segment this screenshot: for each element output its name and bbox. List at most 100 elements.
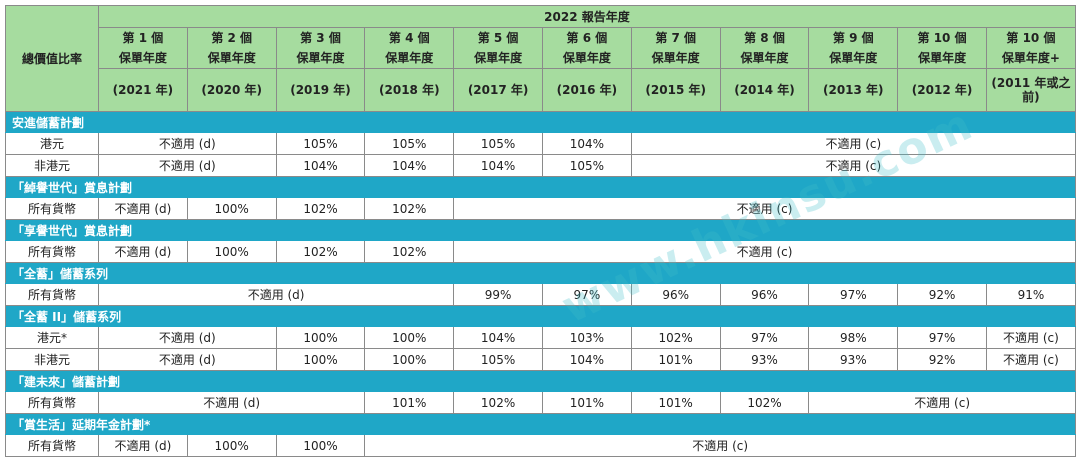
policy-year-sub: 保單年度 [651,51,700,65]
ratio-cell: 97% [897,326,987,349]
ratio-cell: 104% [453,154,543,177]
ratio-cell: 105% [453,348,543,371]
ratio-cell: 102% [364,197,455,220]
period-header-row: (2021 年) (2020 年) (2019 年) (2018 年) (2017 年)… [6,68,1076,112]
period-header: (2012 年) [897,68,987,112]
ratio-cell: 102% [630,326,721,349]
policy-year-header: 第 5 個保單年度 [453,27,543,69]
ratio-cell: 105% [364,132,455,155]
ratio-cell: 103% [541,326,632,349]
plan-section-title: 安進儲蓄計劃 [5,111,1076,133]
plan-section-title: 「全蓄 II」儲蓄系列 [5,305,1076,327]
ratio-cell: 97% [719,326,810,349]
policy-year-header: 第 9 個保單年度 [808,27,899,69]
ratio-cell: 不適用 (c) [985,326,1076,349]
currency-label: 非港元 [5,348,99,371]
ratio-cell: 101% [630,391,721,414]
period-header: (2020 年) [186,68,277,112]
period-header: (2018 年) [364,68,455,112]
policy-year-number: 第 9 個 [832,31,874,45]
ratio-cell: 96% [719,283,810,306]
corner-header: 總價值比率 [5,5,99,112]
policy-year-sub: 保單年度 [474,51,523,65]
period-header: (2013 年) [808,68,899,112]
ratio-cell: 不適用 (d) [97,391,366,414]
currency-label: 所有貨幣 [5,240,99,263]
ratio-cell: 不適用 (c) [453,197,1076,220]
ratio-cell: 97% [808,283,899,306]
currency-label: 所有貨幣 [5,434,99,457]
ratio-cell: 101% [364,391,455,414]
ratio-cell: 102% [453,391,543,414]
policy-year-header: 第 10 個保單年度 [897,27,987,69]
policy-year-header-row: 第 1 個保單年度第 2 個保單年度第 3 個保單年度第 4 個保單年度第 5 … [6,27,1076,69]
ratio-cell: 不適用 (d) [98,132,277,155]
currency-label: 所有貨幣 [5,391,99,414]
ratio-cell: 101% [630,348,721,371]
ratio-cell: 91% [985,283,1076,306]
policy-year-sub: 保單年度 [740,51,789,65]
ratio-cell: 105% [275,132,366,155]
table-row: 港元 不適用 (d) 105% 105% 105% 104% 不適用 (c) [5,132,1076,155]
policy-year-sub: 保單年度+ [1001,51,1060,65]
ratio-cell: 104% [453,326,543,349]
report-year-header: 2022 報告年度 [98,5,1076,28]
ratio-cell: 104% [364,154,455,177]
ratio-cell: 93% [719,348,810,371]
ratio-cell: 不適用 (c) [453,240,1076,263]
plan-section-title: 「全蓄」儲蓄系列 [5,262,1076,284]
policy-year-header: 第 2 個保單年度 [186,27,277,69]
period-header: (2017 年) [453,68,543,112]
table-row: 所有貨幣 不適用 (d) 100% 102% 102% 不適用 (c) [5,197,1076,220]
policy-year-sub: 保單年度 [562,51,611,65]
policy-year-sub: 保單年度 [829,51,878,65]
currency-label: 港元* [5,326,99,349]
ratio-cell: 不適用 (d) [97,283,455,306]
table-row: 所有貨幣 不適用 (d) 100% 102% 102% 不適用 (c) [5,240,1076,263]
period-header: (2021 年) [98,68,188,112]
plan-section-title: 「綽譽世代」賞息計劃 [5,176,1076,198]
plan-section-title: 「賞生活」延期年金計劃* [5,413,1076,435]
table-row: 非港元 不適用 (d) 100% 100% 105% 104% 101% 93% 93% 92% 不… [5,348,1076,371]
ratio-cell: 不適用 (d) [98,348,277,371]
ratio-cell: 100% [186,197,277,220]
table-row: 所有貨幣 不適用 (d) 101% 102% 101% 101% 102% 不適用 (c) [5,391,1076,414]
period-header: (2019 年) [275,68,366,112]
ratio-cell: 92% [897,348,987,371]
policy-year-number: 第 1 個 [122,31,164,45]
period-header: (2015 年) [630,68,721,112]
table-row: 港元* 不適用 (d) 100% 100% 104% 103% 102% 97% 98% 97% 不… [5,326,1076,349]
policy-year-sub: 保單年度 [918,51,967,65]
ratio-cell: 不適用 (c) [808,391,1076,414]
ratio-cell: 100% [364,348,455,371]
ratio-cell: 不適用 (d) [98,154,277,177]
policy-year-number: 第 10 個 [917,31,967,45]
ratio-cell: 104% [541,348,632,371]
policy-year-sub: 保單年度 [118,51,167,65]
table-body: 安進儲蓄計劃 港元 不適用 (d) 105% 105% 105% 104% 不適用 (c) 非港… [5,111,1076,457]
period-header: (2016 年) [541,68,632,112]
ratio-cell: 104% [275,154,366,177]
policy-year-number: 第 4 個 [388,31,430,45]
table-row: 所有貨幣 不適用 (d) 99% 97% 96% 96% 97% 92% 91% [5,283,1076,306]
plan-section-row: 「全蓄 II」儲蓄系列 [5,305,1076,327]
policy-year-number: 第 7 個 [655,31,697,45]
policy-year-header: 第 6 個保單年度 [541,27,632,69]
plan-section-row: 安進儲蓄計劃 [5,111,1076,133]
ratio-cell: 100% [275,434,366,457]
ratio-cell: 102% [364,240,455,263]
ratio-cell: 100% [275,326,366,349]
ratio-cell: 98% [808,326,899,349]
ratio-cell: 100% [186,240,277,263]
ratio-cell: 105% [453,132,543,155]
table-row: 非港元 不適用 (d) 104% 104% 104% 105% 不適用 (c) [5,154,1076,177]
ratio-cell: 不適用 (d) [98,326,277,349]
policy-year-number: 第 2 個 [211,31,253,45]
ratio-cell: 102% [275,240,366,263]
ratio-cell: 100% [364,326,455,349]
policy-year-number: 第 8 個 [744,31,785,45]
ratio-cell: 104% [541,132,632,155]
ratio-cell: 92% [897,283,987,306]
period-header: (2014 年) [719,68,810,112]
period-header: (2011 年或之前) [985,68,1076,112]
